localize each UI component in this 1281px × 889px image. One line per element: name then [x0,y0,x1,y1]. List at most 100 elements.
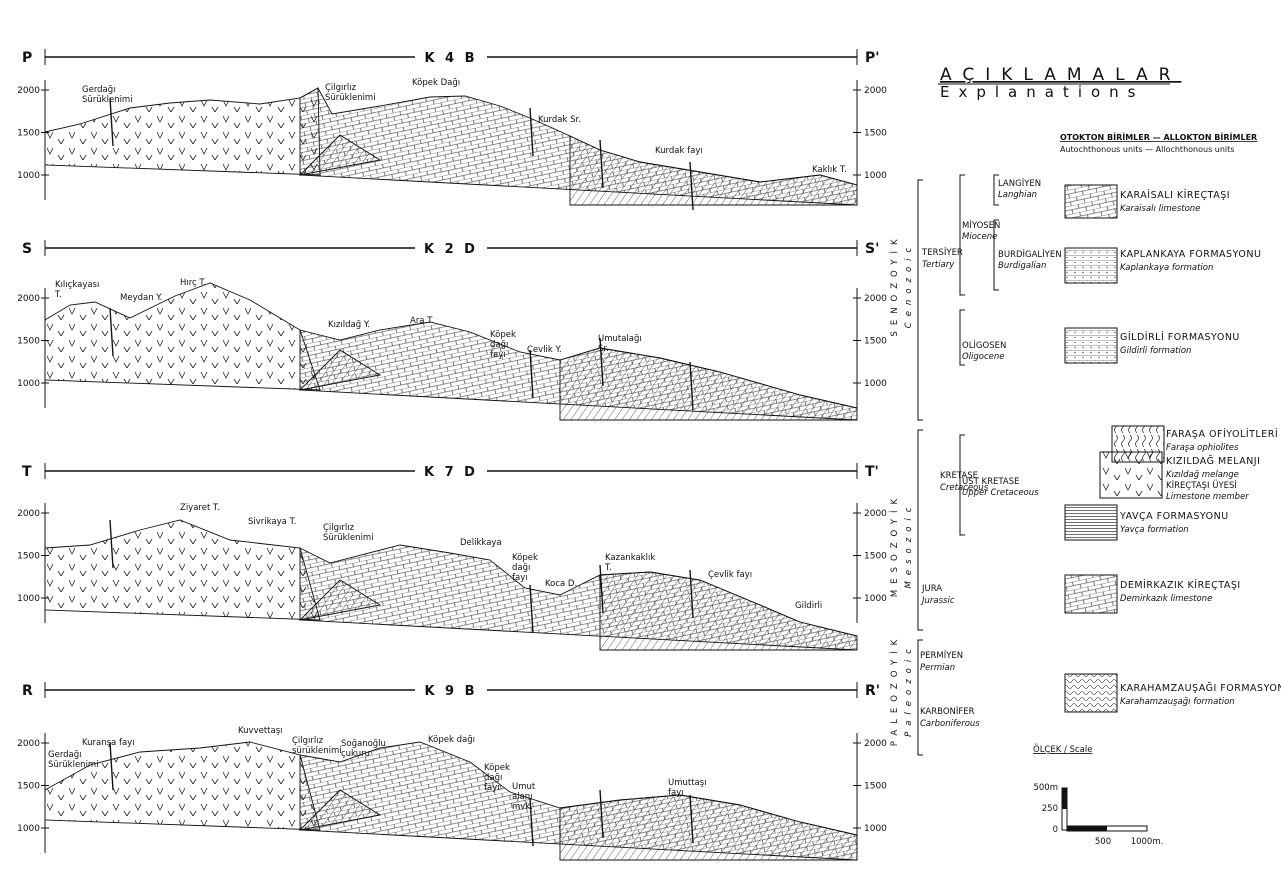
place-label: Çevlik fayı [708,570,752,580]
era-label: Cenozoic [904,242,914,328]
scale-title: ÖLÇEK / Scale [1033,744,1092,755]
fault [109,519,114,569]
unit-name: KAPLANKAYA FORMASYONU [1120,249,1261,260]
legend-subtitle: Explanations [940,83,1144,101]
fault [689,161,694,211]
unit-swatch [1064,673,1118,713]
section-title: K 2 D [424,242,478,257]
place-label: Kuvvettaşı [238,726,283,736]
section-title: K 7 D [424,465,478,480]
period-label-en: Carboniferous [920,719,980,729]
elevation-label: 1000 [17,379,40,389]
elevation-label: 1000 [17,594,40,604]
fault [109,97,114,147]
place-label: Köpek Dağı [412,78,460,88]
unit-name: KIZILDAĞ MELANJI [1166,455,1260,467]
elevation-label: 1500 [17,782,40,792]
fault [529,107,534,157]
place-label: Meydan Y. [120,293,162,303]
rock-body [298,349,382,391]
bracket [993,219,999,291]
rock-body [298,579,382,621]
unit-member: KİREÇTAŞI ÜYESİ [1166,480,1237,491]
place-label: Kurdak Sr. [538,115,581,125]
elevation-label: 1000 [17,824,40,834]
stage-label: LANGİYEN [998,178,1041,189]
epoch-label-en: Upper Cretaceous [962,488,1039,498]
elevation-label: 1500 [864,552,887,562]
fault [689,361,694,411]
unit-swatch [1064,574,1118,614]
unit-name: KARAHAMZAUŞAĞI FORMASYONU [1120,682,1281,694]
period-label: TERSİYER [921,247,963,258]
scale-label: 500m [1033,783,1058,793]
fault [689,794,694,844]
place-label: Kurdak fayı [655,146,703,156]
era-label: Paleozoic [904,643,914,737]
place-label: Ara T. [410,316,434,326]
fault [109,307,114,357]
unit-name-en: Faraşa ophiolites [1166,443,1239,453]
place-label: Çilgırlız Sürüklenimi [323,523,374,543]
period-label-en: Tertiary [922,260,955,270]
place-label: Çevlik Y. [527,345,562,355]
epoch-label-en: Oligocene [962,352,1005,362]
bracket [993,174,999,206]
unit-name: YAVÇA FORMASYONU [1119,511,1229,522]
period-label: KARBONİFER [920,706,975,717]
rock-body [44,282,321,391]
place-label: Köpek dağı fayı [484,763,510,793]
place-label: Çilgırlız sürüklenimi [292,736,342,756]
unit-name: DEMİRKAZIK KİREÇTAŞI [1120,580,1241,591]
title-bg [415,681,487,699]
bracket [917,179,923,421]
rock-body [599,571,858,651]
fault [599,789,604,839]
elevation-label: 2000 [864,509,887,519]
stage-label-en: Langhian [998,190,1037,200]
epoch-label: ÜST KRETASE [962,476,1019,487]
fault [599,564,604,614]
unit-name-en: Karaisalı limestone [1120,204,1200,214]
fault [529,797,534,847]
scale-label: 0 [1053,825,1058,835]
unit-name-en: Kızıldağ melange [1166,470,1239,480]
period-label: KRETASE [940,471,978,481]
section-start: T [22,464,32,480]
elevation-label: 2000 [17,509,40,519]
unit-name: FARAŞA OFİYOLİTLERİ [1166,429,1278,440]
period-label: JURA [921,584,942,594]
era-label: SENOZOYİK [889,233,900,336]
place-label: Kazankaklık T. [604,553,655,573]
scale-label: 250 [1042,804,1058,814]
elevation-label: 1500 [864,129,887,139]
scale-label: 1000m. [1131,837,1164,847]
epoch-label: OLİGOSEN [962,340,1006,351]
elevation-label: 1000 [17,171,40,181]
fault [599,139,604,189]
era-label: Mesozoic [904,502,914,589]
unit-name-en: Yavça formation [1120,525,1189,535]
place-label: Sivrikaya T. [248,517,296,527]
place-label: Gerdağı Sürüklenimi [48,750,99,770]
era-label: PALEOZOYİK [889,634,900,747]
rock-body [44,519,321,621]
scale-label: 500 [1095,837,1111,847]
rock-body [559,794,858,861]
bracket [959,174,965,296]
unit-name-en: Demirkazık limestone [1120,594,1212,604]
rock-body [559,347,858,421]
fault [689,569,694,619]
period-label: PERMİYEN [920,650,963,661]
elevation-label: 2000 [864,739,887,749]
elevation-label: 1500 [864,782,887,792]
unit-swatch [1064,327,1118,364]
unit-name: KARAİSALI KİREÇTAŞI [1120,190,1230,201]
legend-header-en: Autochthonous units — Allochthonous unit… [1060,145,1234,154]
place-label: Kuranşa fayı [82,738,135,748]
elevation-label: 1000 [864,379,887,389]
unit-swatch [1099,451,1163,499]
rock-body [298,134,382,176]
fault [109,741,114,791]
place-label: Delikkaya [460,538,502,548]
